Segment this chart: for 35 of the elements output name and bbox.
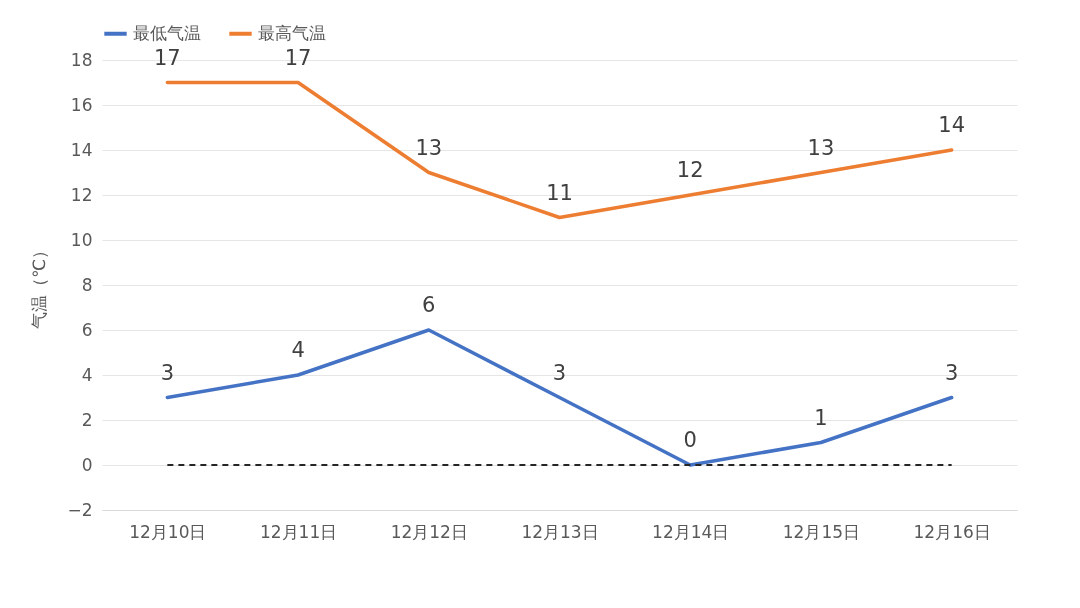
y-axis-title: 气温（℃） — [29, 241, 50, 330]
data-label: 11 — [546, 180, 573, 205]
data-label: 4 — [291, 338, 305, 362]
x-tick-label: 12月10日 — [129, 521, 207, 542]
data-label: 12 — [676, 158, 704, 182]
y-tick-label: 16 — [70, 94, 93, 115]
data-label: 3 — [160, 360, 175, 385]
legend-label: 最低气温 — [133, 22, 201, 43]
y-tick-label: 0 — [81, 454, 93, 475]
x-tick-label: 12月13日 — [521, 521, 599, 542]
y-tick-label: 2 — [81, 409, 93, 430]
y-tick-label: 10 — [70, 229, 93, 250]
data-label: 13 — [415, 135, 443, 160]
x-tick-label: 12月12日 — [390, 521, 468, 542]
data-label: 3 — [944, 360, 959, 385]
data-label: 3 — [552, 360, 567, 385]
x-tick-label: 12月15日 — [782, 521, 861, 542]
data-label: 13 — [807, 135, 835, 160]
y-tick-label: 8 — [81, 274, 93, 295]
data-label: 0 — [683, 428, 697, 452]
data-label: 14 — [938, 113, 966, 137]
y-tick-label: −2 — [67, 499, 93, 520]
y-tick-label: 18 — [70, 49, 93, 70]
x-tick-label: 12月16日 — [913, 521, 991, 542]
data-label: 17 — [284, 45, 312, 70]
data-label: 1 — [814, 405, 828, 430]
data-label: 6 — [422, 293, 436, 317]
x-tick-label: 12月14日 — [652, 521, 730, 542]
y-tick-label: 4 — [81, 364, 93, 385]
y-tick-label: 6 — [81, 319, 93, 340]
y-tick-label: 14 — [70, 139, 93, 160]
y-tick-label: 12 — [70, 184, 93, 205]
x-tick-label: 12月11日 — [259, 521, 338, 542]
legend-label: 最高气温 — [258, 22, 326, 43]
data-label: 17 — [153, 45, 181, 70]
